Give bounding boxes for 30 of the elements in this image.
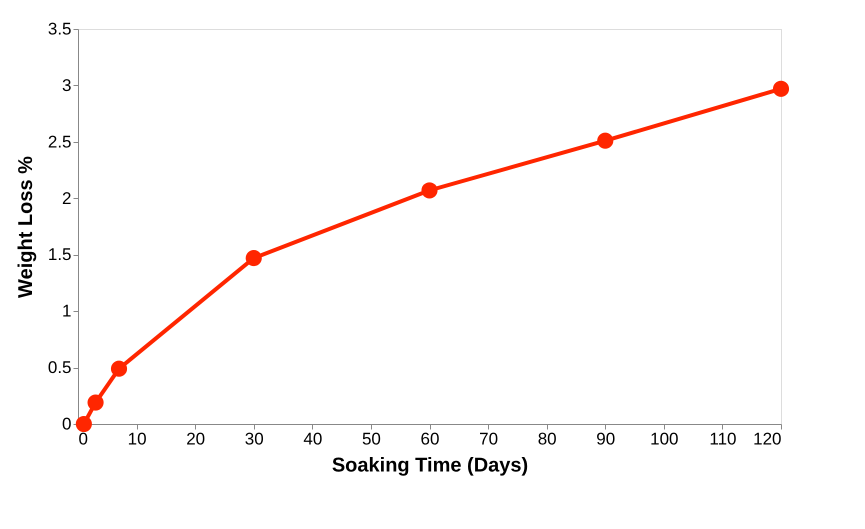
y-tick-label: 2.5 [48, 132, 72, 152]
x-tick-label: 40 [303, 430, 322, 448]
x-tick-label: 30 [244, 430, 264, 448]
y-tick-label: 0.5 [48, 358, 72, 378]
x-axis-title: Soaking Time (Days) [332, 454, 528, 476]
point [597, 132, 614, 149]
x-tick-label: 70 [479, 430, 498, 448]
x-tick-label: 90 [596, 430, 616, 448]
y-axis-title: Weight Loss % [14, 156, 37, 298]
y-tick-label: 3 [62, 76, 72, 95]
y-tick-label: 1.5 [48, 245, 72, 264]
x-tick-label: 0 [78, 430, 88, 448]
point [772, 80, 790, 97]
x-tick-label: 120 [753, 430, 782, 448]
x-tick-label: 60 [420, 430, 440, 448]
y-tick-label: 2 [62, 188, 72, 208]
y-tick-label: 0 [62, 414, 72, 434]
y-tick-label: 3.5 [48, 20, 72, 38]
y-tick-label: 1 [62, 302, 72, 321]
x-tick-label: 100 [650, 430, 679, 448]
x-tick-label: 50 [362, 430, 381, 448]
x-tick-label: 20 [186, 430, 206, 448]
point [246, 250, 262, 266]
point [76, 416, 92, 432]
point [88, 394, 104, 411]
point [421, 182, 438, 198]
x-tick-label: 80 [538, 430, 557, 448]
x-tick-label: 10 [128, 430, 147, 448]
x-tick-label: 110 [709, 430, 736, 448]
point [110, 360, 128, 377]
